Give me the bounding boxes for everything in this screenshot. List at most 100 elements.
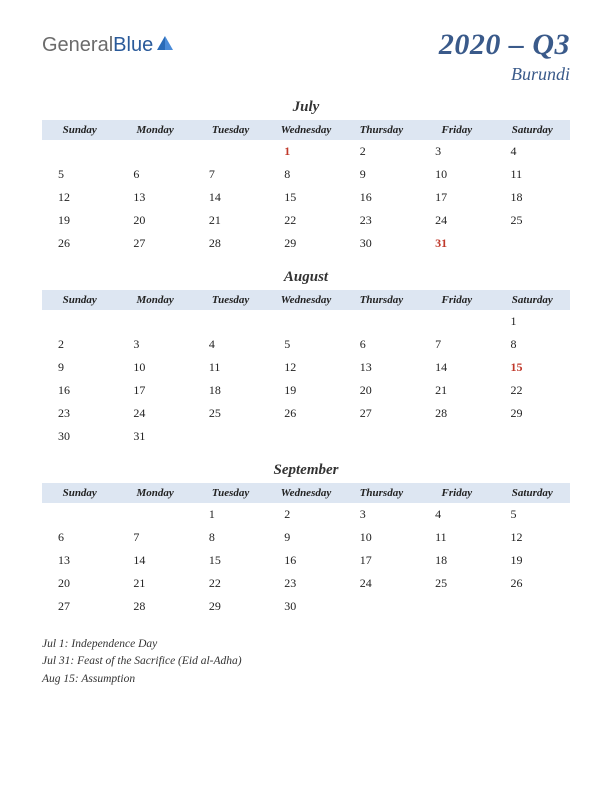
calendar-cell: 21 (419, 379, 494, 402)
calendar-cell: 19 (268, 379, 343, 402)
day-header: Friday (419, 120, 494, 140)
calendar-cell: 31 (117, 425, 192, 448)
calendar-cell: 10 (419, 163, 494, 186)
calendar-cell (193, 310, 268, 333)
calendar-cell: 4 (193, 333, 268, 356)
day-header: Monday (117, 483, 192, 503)
calendar-row: 567891011 (42, 163, 570, 186)
day-header: Monday (117, 120, 192, 140)
calendar-cell: 30 (268, 595, 343, 618)
calendar-row: 16171819202122 (42, 379, 570, 402)
calendar-cell: 22 (268, 209, 343, 232)
calendar-cell (42, 140, 117, 163)
calendar-cell: 27 (117, 232, 192, 255)
calendar-cell (344, 425, 419, 448)
calendar-cell: 19 (495, 549, 570, 572)
calendar-cell: 4 (419, 503, 494, 526)
calendar-cell: 2 (344, 140, 419, 163)
calendar-cell: 21 (117, 572, 192, 595)
calendar-cell: 25 (419, 572, 494, 595)
holiday-item: Jul 1: Independence Day (42, 636, 570, 653)
calendar-cell: 12 (268, 356, 343, 379)
calendar-cell: 17 (117, 379, 192, 402)
calendar-table: SundayMondayTuesdayWednesdayThursdayFrid… (42, 290, 570, 448)
calendar-cell: 27 (344, 402, 419, 425)
calendar-cell: 7 (117, 526, 192, 549)
day-header: Saturday (495, 290, 570, 310)
calendar-cell: 10 (117, 356, 192, 379)
calendar-cell: 14 (117, 549, 192, 572)
calendar-row: 20212223242526 (42, 572, 570, 595)
calendar-cell: 17 (344, 549, 419, 572)
calendar-cell: 13 (42, 549, 117, 572)
calendar-row: 19202122232425 (42, 209, 570, 232)
calendar-cell: 26 (268, 402, 343, 425)
calendar-cell: 13 (117, 186, 192, 209)
calendar-cell: 29 (495, 402, 570, 425)
calendar-cell: 14 (193, 186, 268, 209)
calendar-cell: 14 (419, 356, 494, 379)
calendar-cell: 7 (419, 333, 494, 356)
calendar-cell (344, 310, 419, 333)
calendar-cell (193, 140, 268, 163)
calendar-cell: 18 (193, 379, 268, 402)
calendar-cell: 15 (193, 549, 268, 572)
day-header: Monday (117, 290, 192, 310)
calendar-row: 1234 (42, 140, 570, 163)
day-header: Wednesday (268, 120, 343, 140)
calendar-cell (419, 425, 494, 448)
month-block: SeptemberSundayMondayTuesdayWednesdayThu… (42, 462, 570, 618)
logo-text-blue: Blue (113, 34, 153, 56)
day-header: Tuesday (193, 483, 268, 503)
calendar-cell: 24 (419, 209, 494, 232)
month-block: August SundayMondayTuesdayWednesdayThursd… (42, 269, 570, 448)
calendar-cell: 15 (495, 356, 570, 379)
logo: GeneralBlue (42, 34, 175, 57)
calendar-cell: 28 (419, 402, 494, 425)
calendar-cell: 11 (495, 163, 570, 186)
calendar-table: SundayMondayTuesdayWednesdayThursdayFrid… (42, 120, 570, 255)
calendar-cell: 16 (344, 186, 419, 209)
calendar-cell: 24 (344, 572, 419, 595)
calendar-cell (193, 425, 268, 448)
page-subtitle: Burundi (439, 64, 570, 85)
month-title: August (42, 269, 570, 286)
calendar-cell: 22 (193, 572, 268, 595)
calendar-cell: 5 (495, 503, 570, 526)
calendar-row: 2345678 (42, 333, 570, 356)
holiday-item: Jul 31: Feast of the Sacrifice (Eid al-A… (42, 653, 570, 670)
day-header: Tuesday (193, 290, 268, 310)
calendar-cell: 9 (42, 356, 117, 379)
calendar-cell: 6 (42, 526, 117, 549)
calendar-cell: 21 (193, 209, 268, 232)
day-header: Wednesday (268, 483, 343, 503)
month-title: September (42, 462, 570, 479)
calendar-cell: 4 (495, 140, 570, 163)
calendar-cell: 26 (495, 572, 570, 595)
calendar-cell: 19 (42, 209, 117, 232)
calendar-cell: 26 (42, 232, 117, 255)
calendar-row: 9101112131415 (42, 356, 570, 379)
calendar-cell: 30 (344, 232, 419, 255)
day-header: Sunday (42, 120, 117, 140)
calendar-cell: 16 (42, 379, 117, 402)
calendar-cell (495, 595, 570, 618)
calendar-cell: 5 (42, 163, 117, 186)
calendar-cell: 8 (495, 333, 570, 356)
calendar-cell (344, 595, 419, 618)
calendar-cell: 20 (117, 209, 192, 232)
calendar-cell: 15 (268, 186, 343, 209)
header: GeneralBlue 2020 – Q3 Burundi (42, 28, 570, 85)
calendar-cell: 8 (268, 163, 343, 186)
page-title: 2020 – Q3 (439, 28, 570, 62)
calendar-cell: 23 (42, 402, 117, 425)
calendar-cell: 9 (268, 526, 343, 549)
logo-icon (155, 34, 175, 57)
calendar-cell: 23 (268, 572, 343, 595)
calendar-cell (268, 310, 343, 333)
calendar-cell: 1 (495, 310, 570, 333)
calendar-cell: 25 (193, 402, 268, 425)
calendar-cell: 9 (344, 163, 419, 186)
calendar-cell: 8 (193, 526, 268, 549)
calendar-cell: 5 (268, 333, 343, 356)
